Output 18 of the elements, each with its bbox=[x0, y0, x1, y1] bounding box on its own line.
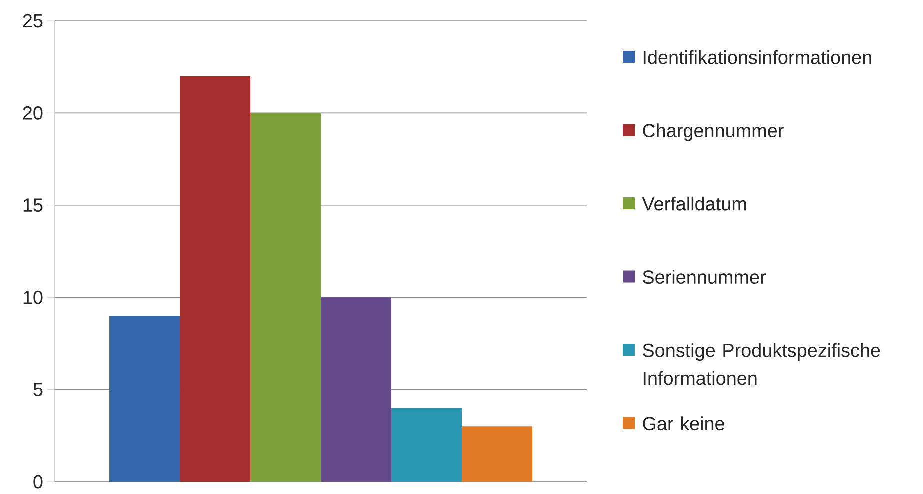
bar bbox=[180, 76, 251, 482]
y-tick-label: 10 bbox=[24, 290, 43, 304]
legend-label: Seriennummer bbox=[643, 270, 766, 284]
bar bbox=[391, 408, 462, 482]
legend-label: Gar keine bbox=[643, 416, 724, 431]
legend-label: Verfalldatum bbox=[642, 196, 746, 211]
y-tick-label: 25 bbox=[23, 14, 43, 28]
y-tick-label: 0 bbox=[34, 475, 43, 489]
bar bbox=[321, 298, 392, 482]
y-tick-label: 5 bbox=[34, 383, 43, 396]
y-tick-label: 15 bbox=[24, 198, 43, 212]
legend-label: Sonstige Produktspezifische Informationen bbox=[643, 343, 880, 386]
legend-label: Chargennummer bbox=[643, 124, 784, 142]
y-tick-label: 20 bbox=[23, 106, 43, 120]
bar bbox=[250, 113, 322, 482]
bar bbox=[110, 316, 180, 482]
bar bbox=[462, 426, 532, 482]
legend-label: Identifikationsinformationen bbox=[644, 50, 872, 64]
